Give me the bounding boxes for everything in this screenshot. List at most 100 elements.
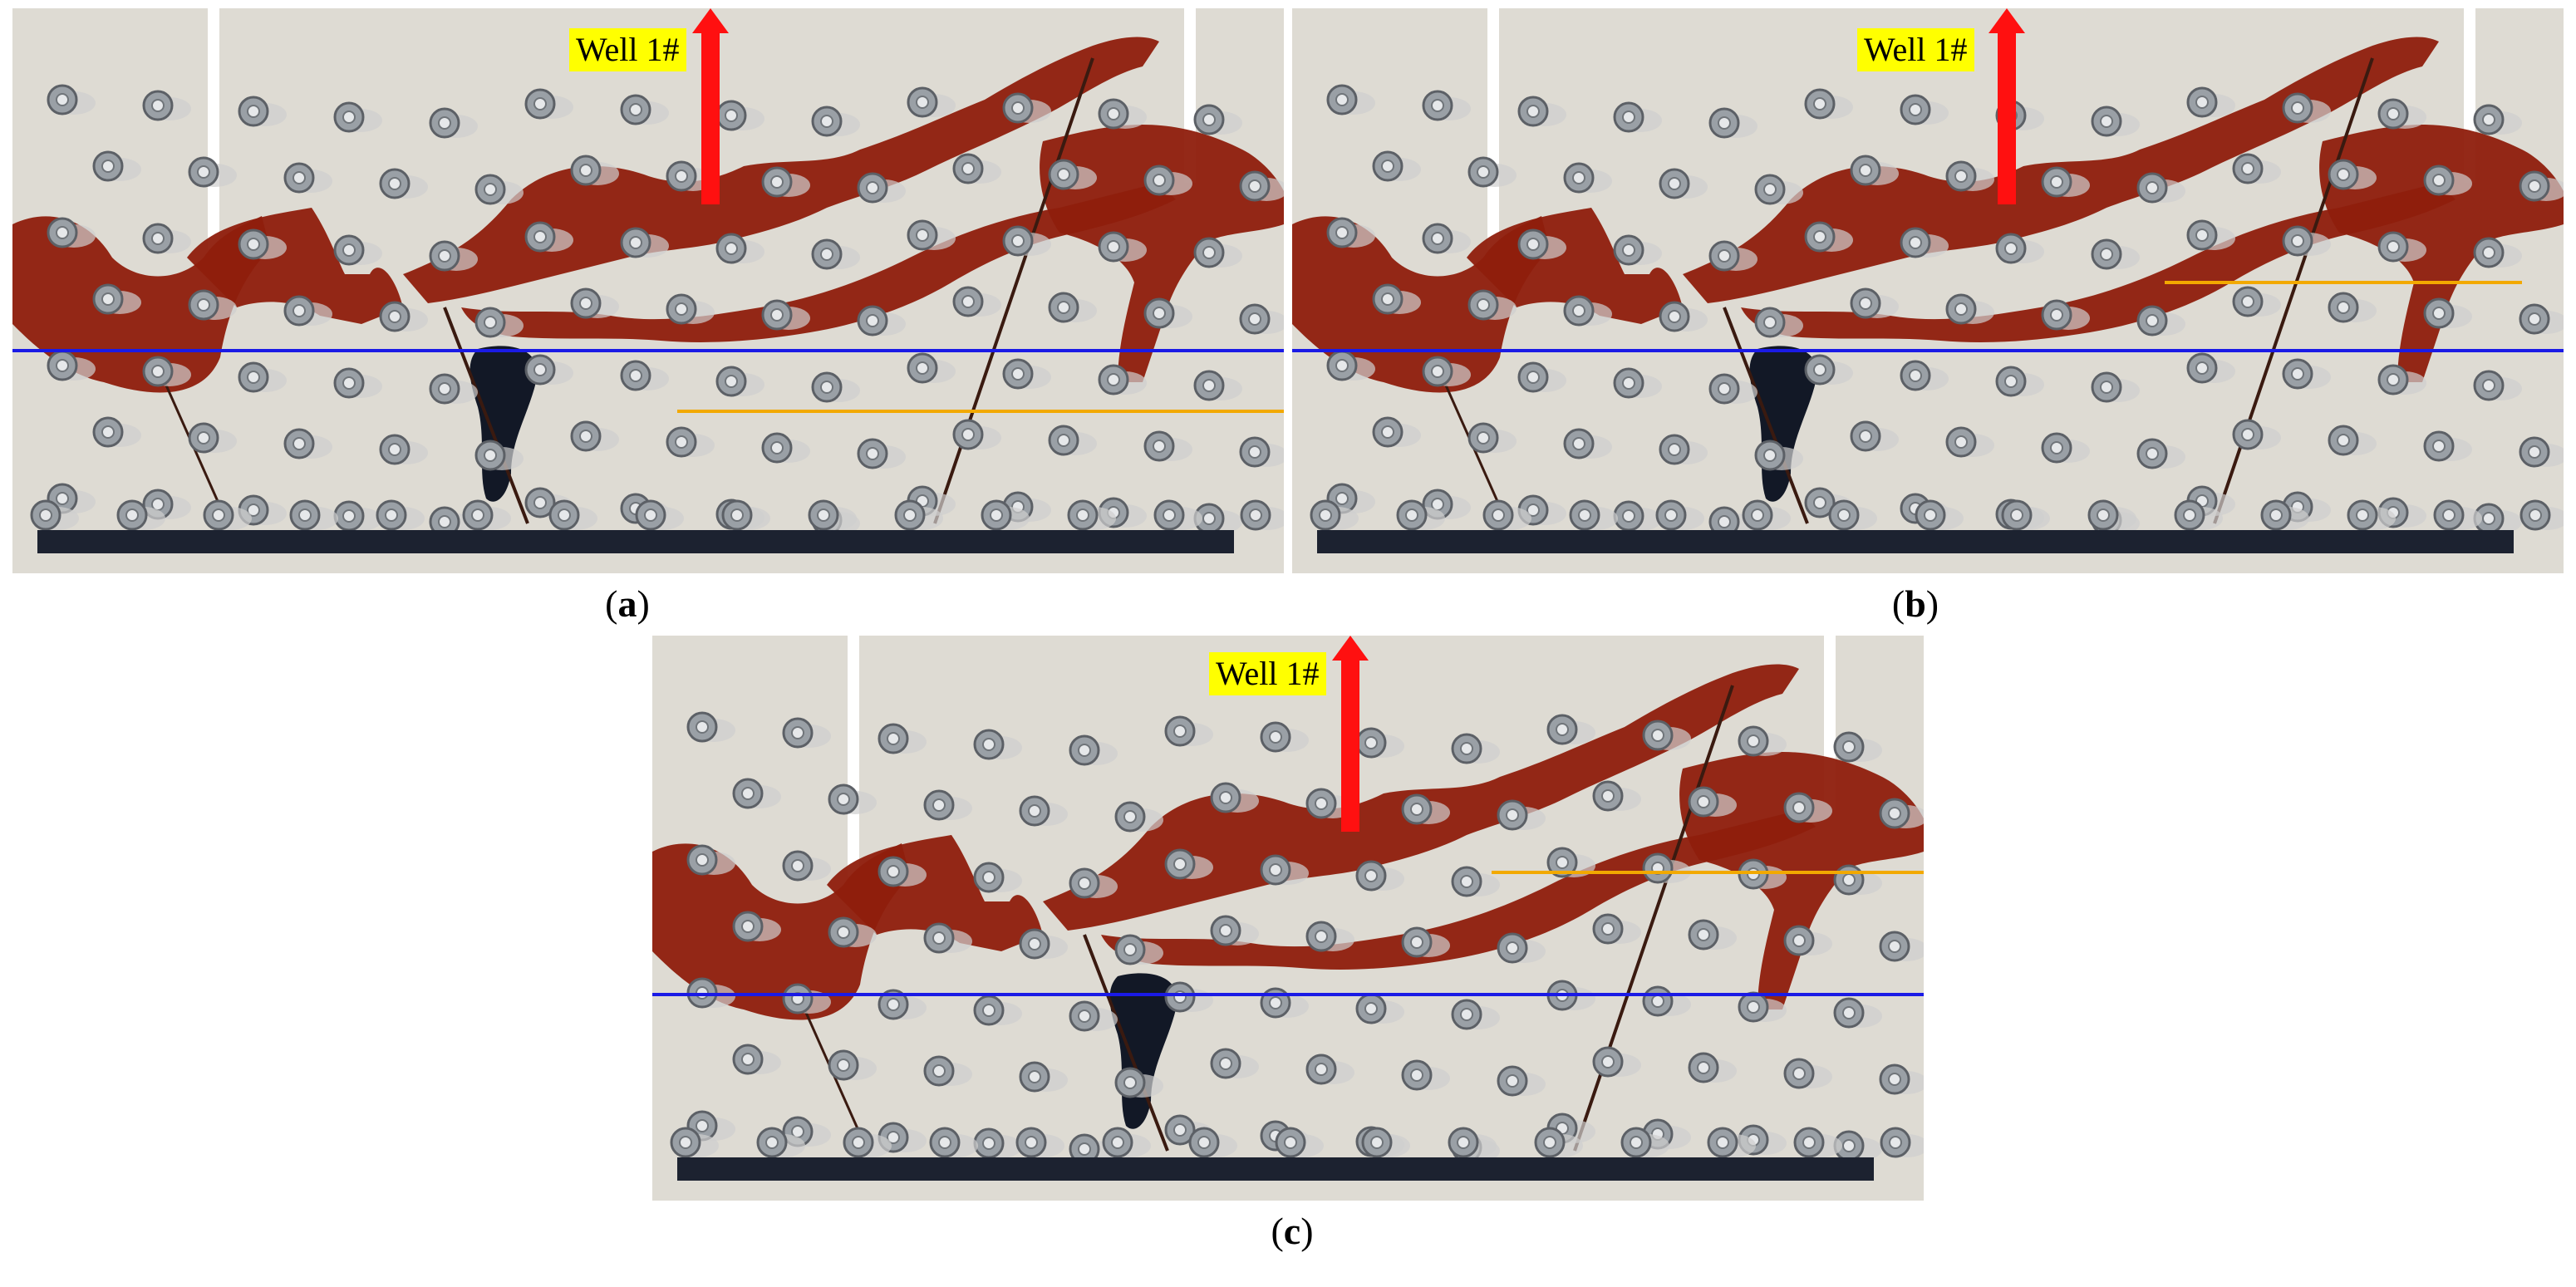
pin-bead (142, 223, 191, 254)
pin-bead (376, 499, 425, 531)
pin-bead (30, 499, 79, 531)
pin-bead (1828, 499, 1877, 531)
caption-a: (a) (605, 582, 650, 625)
pin-bead (1754, 307, 1803, 338)
pin-bead (1754, 174, 1803, 205)
pin-bead (1804, 354, 1853, 386)
pin-bead (923, 922, 972, 954)
oil-channel (1679, 752, 1924, 1009)
pin-bead (1193, 237, 1242, 268)
pin-bead (142, 90, 191, 121)
fracture-line (1083, 934, 1169, 1152)
pin-bead (732, 1044, 781, 1075)
pin-bead (1754, 440, 1803, 471)
pin-bead (1305, 921, 1354, 952)
pin-bead (761, 432, 810, 464)
pin-bead (1915, 499, 1964, 531)
pin-bead (2377, 231, 2426, 263)
pin-bead (1517, 96, 1566, 127)
pin-bead (1102, 1127, 1151, 1158)
pin-bead (1098, 231, 1147, 263)
pin-bead (1707, 1127, 1756, 1158)
pin-bead (47, 84, 96, 115)
pin-bead (2001, 499, 2050, 531)
pin-bead (1372, 283, 1421, 315)
pin-bead (1015, 1127, 1064, 1158)
pin-bead (1019, 795, 1068, 827)
pin-bead (686, 844, 735, 876)
pin-bead (1069, 1000, 1118, 1032)
well-1-label: Well 1# (1209, 652, 1326, 695)
pin-bead (1355, 993, 1404, 1024)
pin-bead (878, 856, 927, 887)
pin-bead (1098, 98, 1147, 130)
pin-bead (929, 1127, 978, 1158)
pin-bead (2473, 503, 2522, 534)
pin-bead (1783, 1058, 1832, 1089)
pin-bead (1451, 999, 1500, 1030)
pin-bead (1422, 223, 1471, 254)
pin-bead (1850, 287, 1899, 319)
pin-bead (894, 499, 943, 531)
pin-bead (548, 499, 597, 531)
pin-bead (2232, 153, 2281, 184)
pin-bead (2328, 425, 2377, 456)
pin-bead (203, 499, 252, 531)
pin-bead (1355, 860, 1404, 892)
oil-channel (1040, 125, 1284, 382)
pin-bead (981, 499, 1030, 531)
pin-bead (1310, 499, 1359, 531)
pin-bead (1240, 499, 1284, 531)
pin-bead (1355, 727, 1404, 759)
pin-bead (666, 426, 715, 458)
pin-bead (2347, 499, 2396, 531)
pin-bead (828, 916, 877, 948)
pin-bead (878, 723, 927, 754)
pin-bead (1900, 94, 1949, 125)
pin-bead (116, 499, 165, 531)
pin-bead (1401, 926, 1450, 958)
pin-bead (2091, 238, 2140, 270)
pin-bead (973, 995, 1022, 1026)
pin-bead (2423, 430, 2472, 462)
panel-b-scene (1292, 8, 2564, 573)
pin-bead (2473, 104, 2522, 135)
pin-bead (92, 150, 141, 182)
pin-bead (1497, 799, 1546, 831)
pin-bead (843, 1127, 892, 1158)
pin-bead (620, 360, 669, 391)
pin-bead (1143, 165, 1192, 196)
pin-bead (923, 789, 972, 821)
pin-bead (1193, 104, 1242, 135)
pin-bead (1900, 227, 1949, 258)
pin-bead (1688, 1052, 1737, 1083)
pin-bead (732, 911, 781, 942)
pin-bead (1048, 159, 1097, 190)
panel-c-photo: Well 1# (652, 636, 1924, 1201)
pin-bead (2423, 165, 2472, 196)
caption-b: (b) (1891, 582, 1939, 625)
pin-bead (1879, 1063, 1924, 1095)
pin-bead (670, 1127, 719, 1158)
pin-bead (1613, 234, 1662, 266)
pin-bead (1193, 503, 1242, 534)
pin-bead (907, 219, 956, 251)
pin-bead (2377, 364, 2426, 395)
pin-bead (379, 434, 428, 465)
pin-bead (1995, 366, 2044, 397)
pin-bead (333, 101, 382, 133)
pin-bead (973, 729, 1022, 760)
well-1-label: Well 1# (569, 28, 686, 71)
pin-bead (238, 228, 287, 260)
pin-bead (379, 301, 428, 332)
pin-bead (1467, 289, 1517, 321)
pin-bead (1326, 217, 1375, 248)
pin-bead (1098, 364, 1147, 395)
pin-bead (952, 153, 1001, 184)
pin-bead (333, 234, 382, 266)
pin-bead (188, 289, 237, 321)
pin-bead (1783, 925, 1832, 956)
pin-bead (1114, 934, 1163, 965)
panel-a-photo: Well 1# (12, 8, 1284, 573)
pin-bead (2174, 499, 2223, 531)
